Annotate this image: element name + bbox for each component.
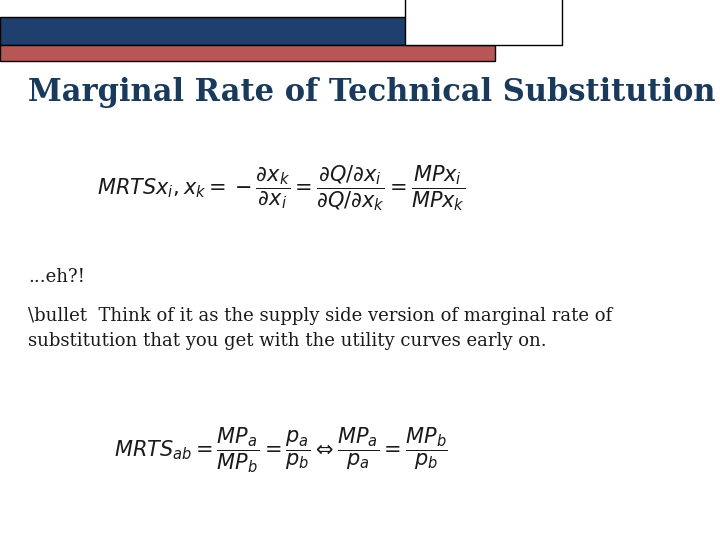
FancyBboxPatch shape bbox=[405, 0, 562, 45]
Text: $MRTSx_{i},x_{k} = -\dfrac{\partial x_{k}}{\partial x_{i}} = \dfrac{\partial Q /: $MRTSx_{i},x_{k} = -\dfrac{\partial x_{k… bbox=[97, 163, 465, 213]
Text: Marginal Rate of Technical Substitution: Marginal Rate of Technical Substitution bbox=[28, 77, 716, 108]
FancyBboxPatch shape bbox=[0, 17, 495, 45]
Text: \bullet  Think of it as the supply side version of marginal rate of
substitution: \bullet Think of it as the supply side v… bbox=[28, 307, 612, 350]
Text: ...eh?!: ...eh?! bbox=[28, 268, 85, 286]
FancyBboxPatch shape bbox=[0, 45, 495, 61]
Text: $MRTS_{ab} = \dfrac{MP_{a}}{MP_{b}} = \dfrac{p_{a}}{p_{b}} \Leftrightarrow \dfra: $MRTS_{ab} = \dfrac{MP_{a}}{MP_{b}} = \d… bbox=[114, 425, 448, 475]
